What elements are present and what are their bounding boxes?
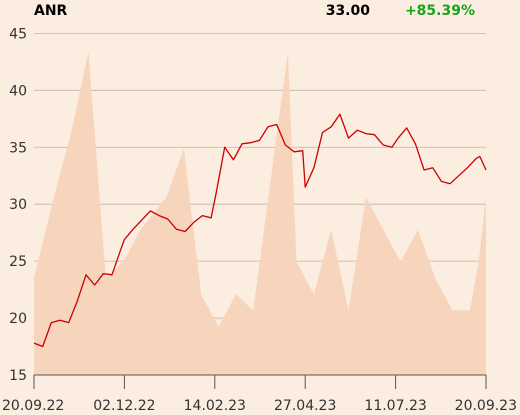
x-tick-label-4: 11.07.23 — [364, 398, 426, 414]
x-tick-label-5: 20.09.23 — [455, 398, 517, 414]
axes — [33, 374, 487, 389]
ticker-label: ANR — [34, 3, 68, 19]
y-tick-labels: 15 20 25 30 35 40 45 — [9, 26, 27, 384]
x-tick-label-3: 27.04.23 — [274, 398, 336, 414]
price-series — [33, 113, 487, 348]
x-tick-label-0: 20.09.22 — [2, 398, 64, 414]
x-tick-label-1: 02.12.22 — [93, 398, 155, 414]
y-tick-label-45: 45 — [9, 26, 27, 42]
x-tick-label-2: 14.02.23 — [184, 398, 246, 414]
y-tick-label-35: 35 — [9, 140, 27, 156]
price-label: 33.00 — [326, 3, 371, 19]
price-line — [33, 113, 487, 348]
y-tick-label-40: 40 — [9, 83, 27, 99]
y-tick-label-30: 30 — [9, 197, 27, 213]
change-label: +85.39% — [405, 3, 475, 19]
y-tick-label-15: 15 — [9, 368, 27, 384]
y-tick-label-20: 20 — [9, 311, 27, 327]
volume-area-fill — [34, 52, 486, 375]
x-tick-labels: 20.09.22 02.12.22 14.02.23 27.04.23 11.07.23… — [2, 398, 517, 414]
volume-area — [34, 52, 486, 375]
y-tick-label-25: 25 — [9, 254, 27, 270]
